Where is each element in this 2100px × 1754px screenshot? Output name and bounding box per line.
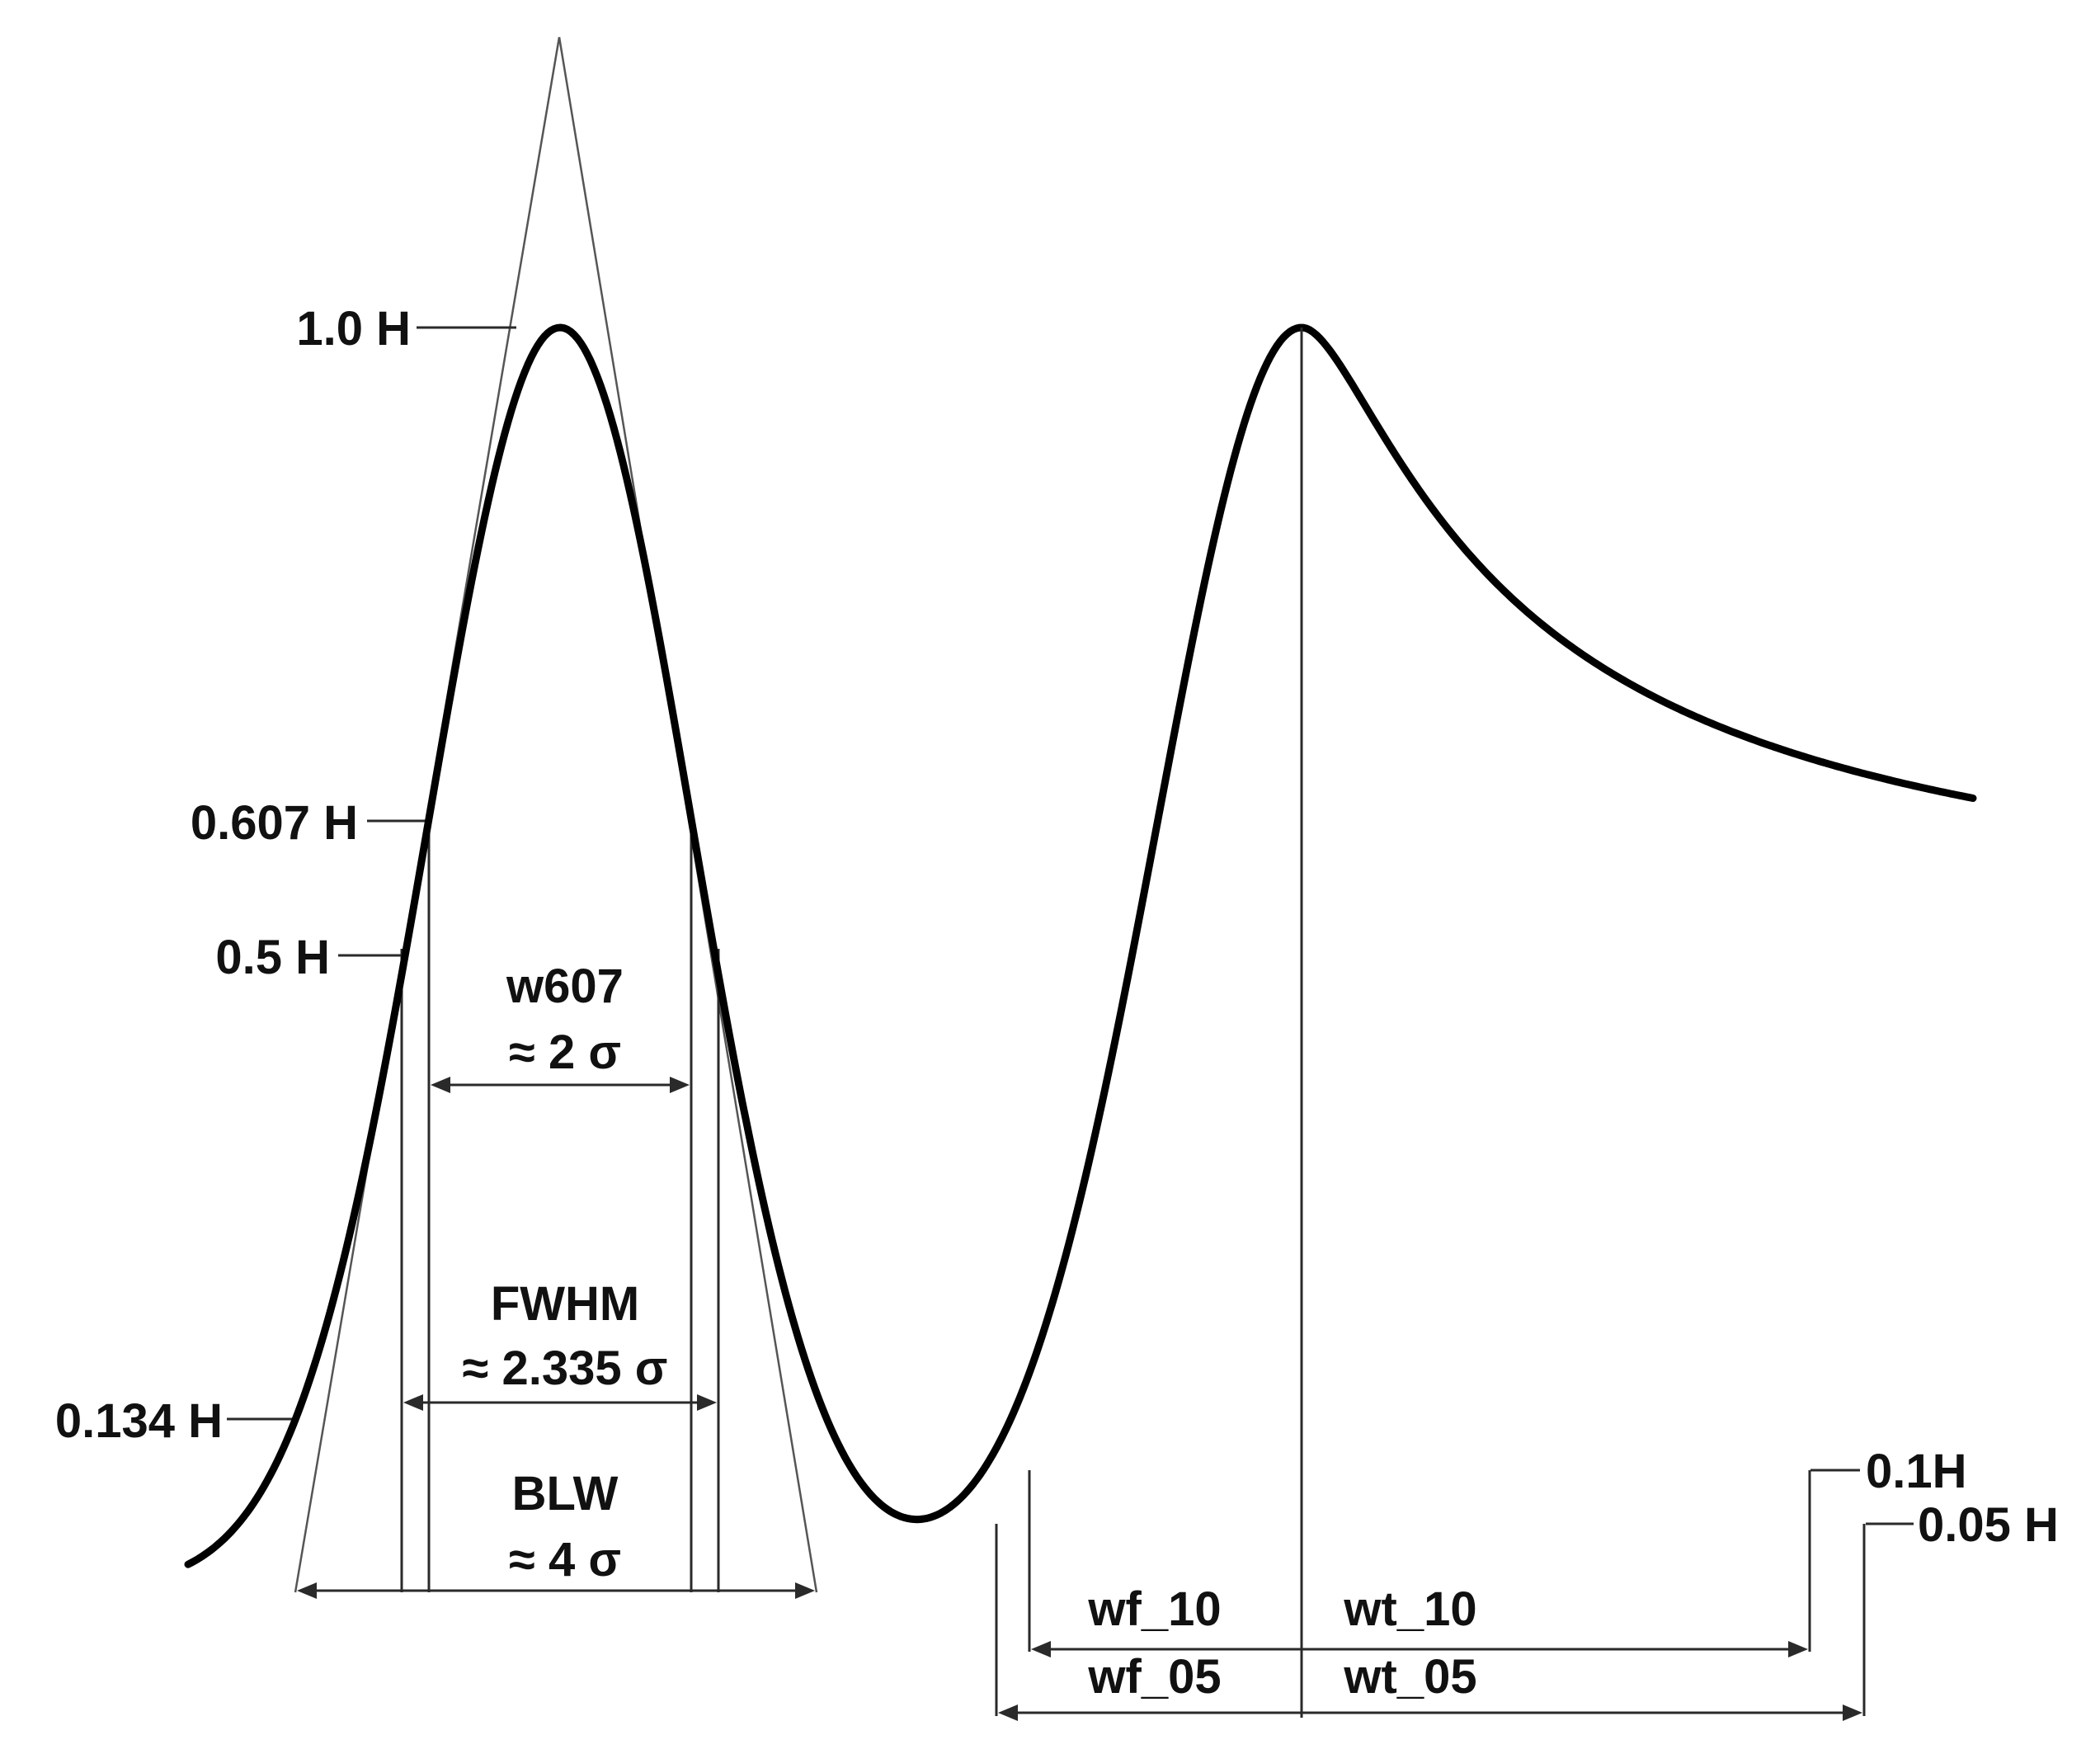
label-blw-sigma: ≈ 4 σ [509,1533,621,1587]
label-w607: w607 [506,960,624,1013]
right-peak-vertical-guides [995,1470,1866,1716]
w10-arrow [1031,1641,1808,1657]
label-wf-10: wf_10 [1087,1582,1221,1636]
label-fwhm-sigma: ≈ 2.335 σ [463,1341,668,1395]
chromatogram-curve [184,323,1977,1568]
label-0-607-h: 0.607 H [191,796,358,850]
label-blw: BLW [512,1467,619,1521]
label-0-05-h: 0.05 H [1918,1498,2059,1552]
label-wt-05: wt_05 [1343,1650,1476,1704]
label-w607-sigma: ≈ 2 σ [509,1026,621,1079]
label-wt-10: wt_10 [1343,1582,1476,1636]
label-0-5-h: 0.5 H [215,931,330,984]
left-peak-vertical-guides [400,817,720,1592]
label-fwhm: FWHM [491,1277,639,1331]
label-0-1h: 0.1H [1866,1445,1967,1498]
right-height-reference-lines [1810,1469,1914,1525]
height-reference-lines [227,326,516,1421]
fwhm-arrow [403,1394,717,1411]
label-1-0-h: 1.0 H [296,302,411,356]
measurement-arrows [297,1077,1862,1721]
blw-arrow [297,1582,815,1599]
label-wf-05: wf_05 [1087,1650,1221,1704]
w607-arrow [431,1077,690,1093]
label-0-134-h: 0.134 H [55,1394,223,1448]
w05-arrow [998,1704,1862,1721]
